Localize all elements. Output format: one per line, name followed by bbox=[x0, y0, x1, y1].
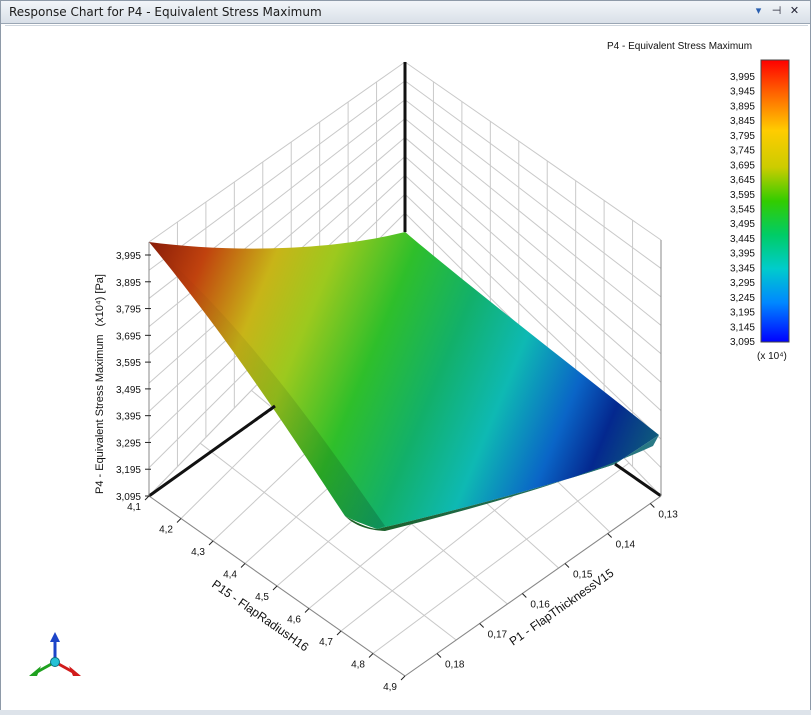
status-strip bbox=[0, 710, 811, 715]
legend-label: 3,945 bbox=[730, 87, 755, 98]
legend-label: 3,195 bbox=[730, 308, 755, 319]
x-tick-label: 4,5 bbox=[255, 592, 269, 603]
legend-label: 3,445 bbox=[730, 234, 755, 245]
z-tick-label: 3,695 bbox=[116, 331, 141, 342]
legend-label: 3,995 bbox=[730, 72, 755, 83]
y-axis-ticks: 0,13 0,14 0,15 0,16 0,17 0,18 bbox=[436, 503, 678, 671]
color-legend: P4 - Equivalent Stress Maximum 3,995 3,94… bbox=[607, 41, 790, 362]
z-tick-label: 3,295 bbox=[116, 438, 141, 449]
title-bar: Response Chart for P4 - Equivalent Stres… bbox=[1, 1, 810, 24]
legend-label: 3,795 bbox=[730, 131, 755, 142]
legend-label: 3,495 bbox=[730, 219, 755, 230]
z-tick-label: 3,395 bbox=[116, 412, 141, 423]
x-axis-ticks: 4,1 4,2 4,3 4,4 4,5 4,6 4,7 4,8 4,9 bbox=[127, 495, 406, 693]
legend-label: 3,295 bbox=[730, 278, 755, 289]
legend-labels: 3,995 3,945 3,895 3,845 3,795 3,745 3,695 3,645… bbox=[730, 72, 755, 348]
y-tick-label: 0,15 bbox=[573, 570, 593, 581]
x-tick-label: 4,1 bbox=[127, 502, 141, 513]
legend-label: 3,695 bbox=[730, 160, 755, 171]
x-tick-label: 4,2 bbox=[159, 525, 173, 536]
pin-icon[interactable]: ⊣ bbox=[771, 5, 782, 17]
y-tick-label: 0,18 bbox=[445, 660, 465, 671]
x-tick-label: 4,3 bbox=[191, 547, 205, 558]
x-tick-label: 4,6 bbox=[287, 615, 301, 626]
legend-label: 3,095 bbox=[730, 337, 755, 348]
legend-label: 3,645 bbox=[730, 175, 755, 186]
legend-label: 3,245 bbox=[730, 293, 755, 304]
axes bbox=[148, 62, 662, 677]
legend-label: 3,395 bbox=[730, 249, 755, 260]
legend-label: 3,145 bbox=[730, 322, 755, 333]
z-tick-label: 3,595 bbox=[116, 358, 141, 369]
x-tick-label: 4,4 bbox=[223, 570, 237, 581]
close-icon[interactable]: ✕ bbox=[789, 5, 800, 17]
legend-label: 3,745 bbox=[730, 146, 755, 157]
z-axis-title: P4 - Equivalent Stress Maximum(x10⁴) [Pa… bbox=[94, 274, 106, 494]
z-tick-label: 3,995 bbox=[116, 251, 141, 262]
z-tick-label: 3,095 bbox=[116, 492, 141, 503]
z-tick-label: 3,495 bbox=[116, 385, 141, 396]
chart-area[interactable]: 3,995 3,895 3,795 3,695 3,595 3,495 3,395 3,295… bbox=[5, 25, 808, 712]
y-tick-label: 0,17 bbox=[488, 630, 508, 641]
window-title: Response Chart for P4 - Equivalent Stres… bbox=[9, 5, 322, 19]
response-surface-chart[interactable]: 3,995 3,895 3,795 3,695 3,595 3,495 3,395 3,295… bbox=[5, 26, 808, 712]
y-tick-label: 0,14 bbox=[616, 540, 636, 551]
legend-label: 3,895 bbox=[730, 101, 755, 112]
response-surface bbox=[149, 232, 659, 531]
legend-label: 3,345 bbox=[730, 263, 755, 274]
x-tick-label: 4,7 bbox=[319, 637, 333, 648]
y-axis-title: P1 - FlapThicknessV15 bbox=[507, 566, 617, 649]
z-tick-label: 3,195 bbox=[116, 465, 141, 476]
dropdown-icon[interactable]: ▾ bbox=[755, 5, 762, 17]
x-tick-label: 4,9 bbox=[383, 682, 397, 693]
y-tick-label: 0,16 bbox=[530, 600, 550, 611]
legend-label: 3,595 bbox=[730, 190, 755, 201]
legend-label: 3,845 bbox=[730, 116, 755, 127]
orientation-triad-icon[interactable] bbox=[29, 632, 81, 676]
legend-color-bar bbox=[760, 59, 790, 343]
z-tick-label: 3,895 bbox=[116, 278, 141, 289]
z-tick-label: 3,795 bbox=[116, 305, 141, 316]
legend-label: 3,545 bbox=[730, 205, 755, 216]
legend-multiplier: (x 10⁴) bbox=[757, 351, 787, 362]
x-tick-label: 4,8 bbox=[351, 660, 365, 671]
legend-title: P4 - Equivalent Stress Maximum bbox=[607, 41, 752, 52]
z-axis-ticks: 3,995 3,895 3,795 3,695 3,595 3,495 3,395 3,295… bbox=[116, 251, 151, 503]
y-tick-label: 0,13 bbox=[658, 510, 678, 521]
